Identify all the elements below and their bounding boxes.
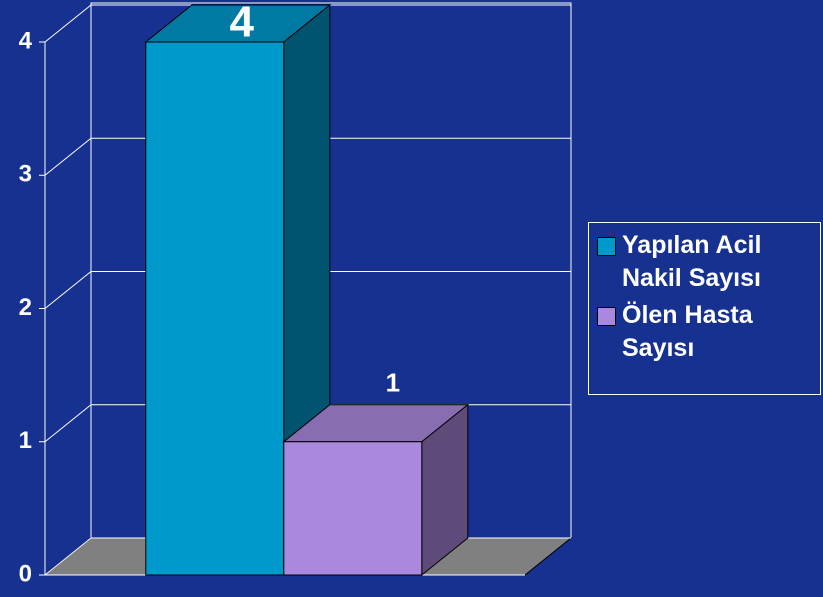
grid-line — [44, 4, 92, 43]
data-label: 4 — [230, 0, 255, 47]
data-label: 1 — [386, 368, 400, 398]
y-tick-label: 2 — [19, 294, 32, 321]
y-tick-label: 3 — [19, 161, 32, 188]
legend-swatch — [597, 237, 616, 256]
grid-line — [44, 137, 92, 176]
legend: Yapılan Acil Nakil Sayısı Ölen Hasta Sayı… — [588, 222, 821, 395]
legend-entry: Yapılan Acil Nakil Sayısı — [597, 229, 820, 295]
legend-entry: Ölen Hasta Sayısı — [597, 299, 820, 365]
bar — [283, 441, 423, 576]
legend-label: Ölen Hasta Sayısı — [622, 301, 753, 362]
legend-label: Yapılan Acil Nakil Sayısı — [622, 231, 762, 292]
y-tick-label: 1 — [19, 427, 32, 454]
y-tick-label: 4 — [19, 27, 33, 54]
side-wall — [45, 3, 91, 575]
grid-line — [44, 537, 92, 576]
legend-swatch — [597, 307, 616, 326]
bar — [145, 41, 285, 576]
y-tick-label: 0 — [19, 560, 32, 587]
grid-line — [44, 404, 92, 443]
grid-line — [44, 271, 92, 309]
